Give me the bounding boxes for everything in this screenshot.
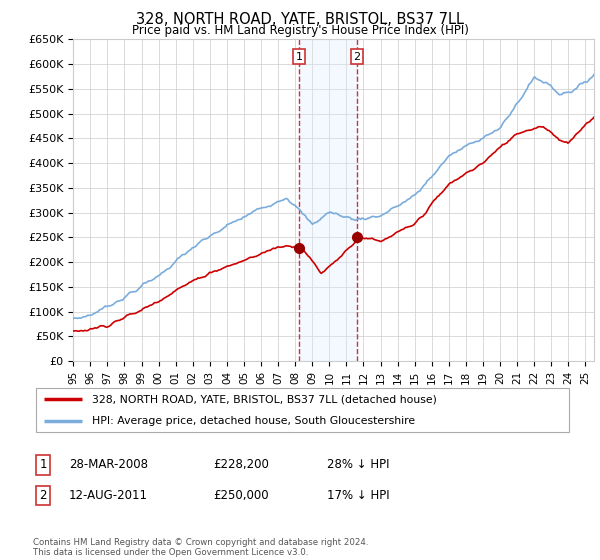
Text: 1: 1	[296, 52, 302, 62]
Text: Price paid vs. HM Land Registry's House Price Index (HPI): Price paid vs. HM Land Registry's House …	[131, 24, 469, 36]
FancyBboxPatch shape	[36, 388, 569, 432]
Bar	[299, 39, 357, 361]
Text: Contains HM Land Registry data © Crown copyright and database right 2024.
This d: Contains HM Land Registry data © Crown c…	[33, 538, 368, 557]
Text: 2: 2	[353, 52, 361, 62]
Text: HPI: Average price, detached house, South Gloucestershire: HPI: Average price, detached house, Sout…	[92, 416, 416, 426]
Text: £250,000: £250,000	[213, 489, 269, 502]
Text: 17% ↓ HPI: 17% ↓ HPI	[327, 489, 389, 502]
Text: 28-MAR-2008: 28-MAR-2008	[69, 458, 148, 472]
Text: 1: 1	[40, 458, 47, 472]
Text: £228,200: £228,200	[213, 458, 269, 472]
Text: 328, NORTH ROAD, YATE, BRISTOL, BS37 7LL (detached house): 328, NORTH ROAD, YATE, BRISTOL, BS37 7LL…	[92, 394, 437, 404]
Text: 12-AUG-2011: 12-AUG-2011	[69, 489, 148, 502]
Text: 2: 2	[40, 489, 47, 502]
Text: 28% ↓ HPI: 28% ↓ HPI	[327, 458, 389, 472]
Text: 328, NORTH ROAD, YATE, BRISTOL, BS37 7LL: 328, NORTH ROAD, YATE, BRISTOL, BS37 7LL	[136, 12, 464, 27]
